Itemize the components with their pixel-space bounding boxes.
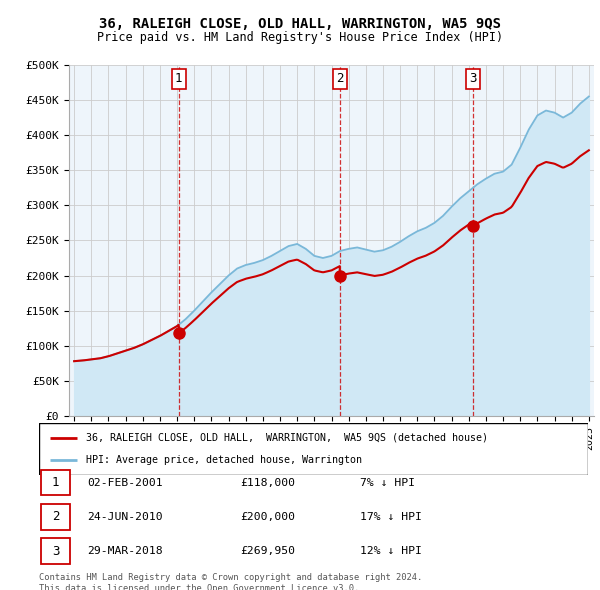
Text: 24-JUN-2010: 24-JUN-2010 (87, 512, 163, 522)
Text: 12% ↓ HPI: 12% ↓ HPI (360, 546, 422, 556)
Text: HPI: Average price, detached house, Warrington: HPI: Average price, detached house, Warr… (86, 455, 362, 466)
Text: 3: 3 (52, 545, 59, 558)
Text: 02-FEB-2001: 02-FEB-2001 (87, 478, 163, 487)
Text: 2: 2 (52, 510, 59, 523)
Text: £200,000: £200,000 (240, 512, 295, 522)
Text: 2: 2 (336, 73, 343, 86)
Text: 3: 3 (469, 73, 476, 86)
Text: 29-MAR-2018: 29-MAR-2018 (87, 546, 163, 556)
Text: 36, RALEIGH CLOSE, OLD HALL,  WARRINGTON,  WA5 9QS (detached house): 36, RALEIGH CLOSE, OLD HALL, WARRINGTON,… (86, 432, 488, 442)
Text: 36, RALEIGH CLOSE, OLD HALL, WARRINGTON, WA5 9QS: 36, RALEIGH CLOSE, OLD HALL, WARRINGTON,… (99, 17, 501, 31)
Text: 1: 1 (52, 476, 59, 489)
Text: Price paid vs. HM Land Registry's House Price Index (HPI): Price paid vs. HM Land Registry's House … (97, 31, 503, 44)
Text: 7% ↓ HPI: 7% ↓ HPI (360, 478, 415, 487)
Text: £269,950: £269,950 (240, 546, 295, 556)
Text: £118,000: £118,000 (240, 478, 295, 487)
Text: 1: 1 (175, 73, 182, 86)
Text: Contains HM Land Registry data © Crown copyright and database right 2024.
This d: Contains HM Land Registry data © Crown c… (39, 573, 422, 590)
Text: 17% ↓ HPI: 17% ↓ HPI (360, 512, 422, 522)
